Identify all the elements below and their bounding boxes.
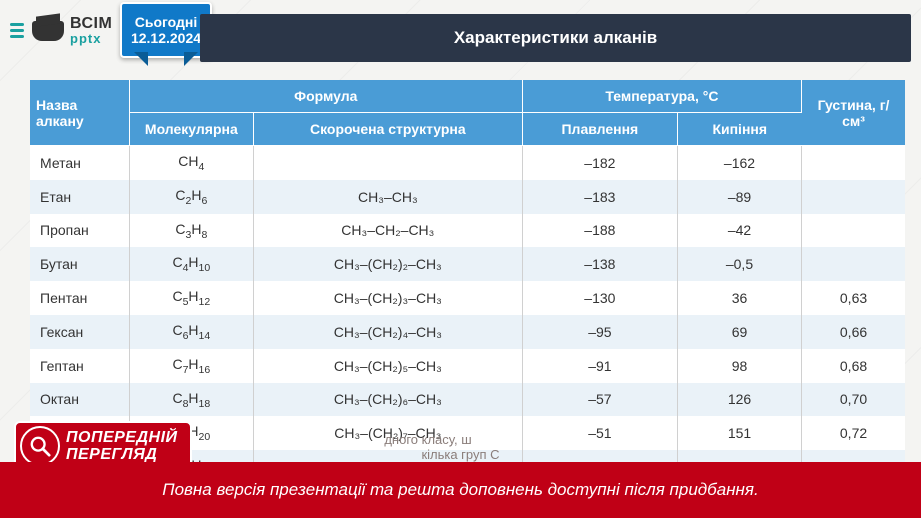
table-row: ПентанC5H12CH₃–(CH₂)₃–CH₃–130360,63 [30, 281, 905, 315]
cell-molecular: C3H8 [129, 214, 253, 248]
date-value: 12.12.2024 [131, 30, 201, 46]
table-row: ОктанC8H18CH₃–(CH₂)₆–CH₃–571260,70 [30, 383, 905, 417]
cell-boiling: –89 [677, 180, 801, 214]
cell-boiling: 36 [677, 281, 801, 315]
cell-boiling: –162 [677, 146, 801, 180]
cell-density [802, 247, 905, 281]
cell-boiling: 69 [677, 315, 801, 349]
cell-boiling: 98 [677, 349, 801, 383]
cell-boiling: 126 [677, 383, 801, 417]
cell-melting: –182 [522, 146, 677, 180]
preview-badge-line2: ПЕРЕГЛЯД [66, 446, 157, 463]
cell-melting: –57 [522, 383, 677, 417]
logo: ВСІМ pptx [10, 16, 112, 45]
cell-density: 0,66 [802, 315, 905, 349]
table-row: БутанC4H10CH₃–(CH₂)₂–CH₃–138–0,5 [30, 247, 905, 281]
col-name: Назва алкану [30, 80, 129, 146]
cell-density: 0,63 [802, 281, 905, 315]
graduation-cap-icon [32, 21, 64, 41]
cell-density [802, 180, 905, 214]
cell-boiling: –42 [677, 214, 801, 248]
table-row: ПропанC3H8CH₃–CH₂–CH₃–188–42 [30, 214, 905, 248]
preview-banner-text: Повна версія презентації та решта доповн… [162, 480, 758, 500]
date-label: Сьогодні [135, 14, 198, 30]
cell-density [802, 214, 905, 248]
cell-molecular: C7H16 [129, 349, 253, 383]
cell-molecular: C2H6 [129, 180, 253, 214]
cell-name: Метан [30, 146, 129, 180]
logo-text-bottom: pptx [70, 32, 112, 45]
col-temp: Температура, °С [522, 80, 801, 113]
date-badge: Сьогодні 12.12.2024 [120, 2, 212, 58]
cell-melting: –91 [522, 349, 677, 383]
magnifier-icon [20, 426, 60, 466]
cell-melting: –138 [522, 247, 677, 281]
page-title: Характеристики алканів [200, 14, 911, 62]
cell-name: Октан [30, 383, 129, 417]
cell-molecular: C5H12 [129, 281, 253, 315]
preview-badge-line1: ПОПЕРЕДНІЙ [66, 429, 178, 446]
table-row: ЕтанC2H6CH₃–CH₃–183–89 [30, 180, 905, 214]
cell-structural: CH₃–(CH₂)₆–CH₃ [253, 383, 522, 417]
logo-text-top: ВСІМ [70, 16, 112, 32]
cell-molecular: C4H10 [129, 247, 253, 281]
cell-structural: CH₃–(CH₂)₇–CH₃ [253, 416, 522, 450]
cell-structural: CH₃–(CH₂)₅–CH₃ [253, 349, 522, 383]
cell-structural: CH₃–(CH₂)₄–CH₃ [253, 315, 522, 349]
cell-melting: –183 [522, 180, 677, 214]
col-melting: Плавлення [522, 113, 677, 146]
cell-melting: –51 [522, 416, 677, 450]
preview-banner: Повна версія презентації та решта доповн… [0, 462, 921, 518]
cell-structural: CH₃–(CH₂)₂–CH₃ [253, 247, 522, 281]
cell-melting: –130 [522, 281, 677, 315]
cell-molecular: CH4 [129, 146, 253, 180]
cell-molecular: C6H14 [129, 315, 253, 349]
cell-structural: CH₃–CH₃ [253, 180, 522, 214]
cell-density: 0,68 [802, 349, 905, 383]
table-row: ГептанC7H16CH₃–(CH₂)₅–CH₃–91980,68 [30, 349, 905, 383]
cell-density: 0,70 [802, 383, 905, 417]
cell-structural: CH₃–CH₂–CH₃ [253, 214, 522, 248]
logo-accent-lines [10, 23, 24, 38]
cell-density: 0,72 [802, 416, 905, 450]
cell-molecular: C8H18 [129, 383, 253, 417]
cell-name: Пропан [30, 214, 129, 248]
col-boiling: Кипіння [677, 113, 801, 146]
cell-density [802, 146, 905, 180]
cell-name: Бутан [30, 247, 129, 281]
cell-structural [253, 146, 522, 180]
cell-name: Гексан [30, 315, 129, 349]
cell-name: Гептан [30, 349, 129, 383]
col-density: Густина, г/см³ [802, 80, 905, 146]
col-formula: Формула [129, 80, 522, 113]
cell-boiling: –0,5 [677, 247, 801, 281]
table-row: МетанCH4 –182–162 [30, 146, 905, 180]
cell-melting: –188 [522, 214, 677, 248]
cell-name: Етан [30, 180, 129, 214]
cell-melting: –95 [522, 315, 677, 349]
cell-boiling: 151 [677, 416, 801, 450]
cell-structural: CH₃–(CH₂)₃–CH₃ [253, 281, 522, 315]
cell-name: Пентан [30, 281, 129, 315]
table-row: ГексанC6H14CH₃–(CH₂)₄–CH₃–95690,66 [30, 315, 905, 349]
col-structural: Скорочена структурна [253, 113, 522, 146]
col-molecular: Молекулярна [129, 113, 253, 146]
page-title-text: Характеристики алканів [454, 28, 657, 48]
